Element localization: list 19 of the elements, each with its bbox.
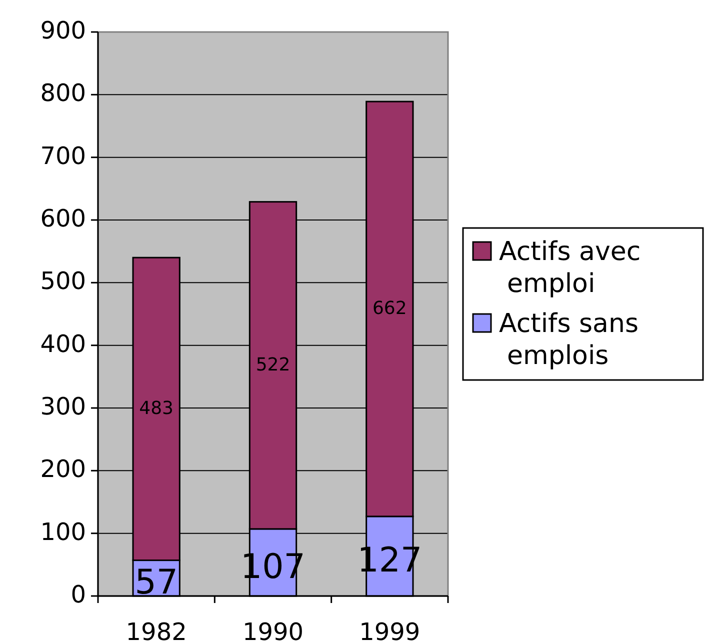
legend-label: Actifs sans emplois — [499, 309, 639, 371]
y-tick-label: 400 — [40, 330, 86, 358]
data-label: 662 — [372, 298, 407, 319]
y-tick-label: 700 — [40, 142, 86, 170]
y-tick-label: 600 — [40, 204, 86, 233]
x-tick-label: 1990 — [242, 618, 304, 644]
data-label: 57 — [134, 562, 178, 602]
y-tick-label: 0 — [70, 580, 86, 609]
y-tick-label: 100 — [40, 518, 86, 546]
x-tick-label: 1999 — [359, 618, 420, 644]
data-label: 522 — [256, 354, 290, 376]
data-label: 483 — [139, 398, 174, 419]
y-tick-label: 800 — [40, 79, 86, 108]
y-tick-label: 200 — [40, 455, 86, 484]
y-tick-label: 900 — [40, 16, 86, 45]
y-tick-label: 300 — [40, 392, 86, 421]
legend-label: Actifs avec emploi — [499, 237, 641, 299]
x-tick-label: 1982 — [126, 618, 187, 644]
y-tick-label: 500 — [40, 267, 86, 296]
